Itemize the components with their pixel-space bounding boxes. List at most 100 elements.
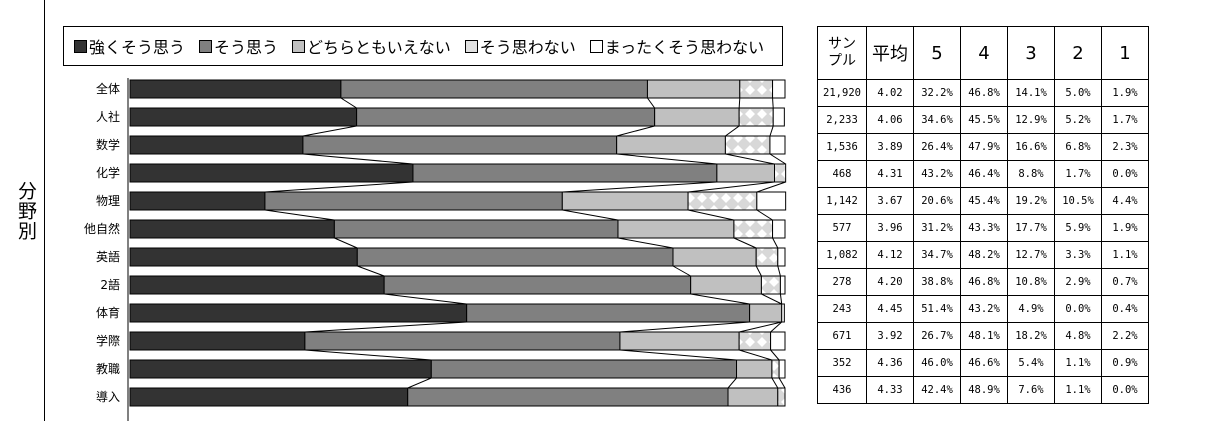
- series-line: [334, 237, 358, 249]
- table-cell: 4.33: [866, 376, 914, 404]
- table-cell: 47.9%: [960, 133, 1008, 161]
- category-label: 物理: [96, 194, 120, 208]
- table-cell: 1.7%: [1101, 106, 1149, 134]
- legend-swatch: [464, 39, 478, 53]
- bar-segment: [129, 107, 358, 127]
- bar-segment: [412, 163, 718, 183]
- table-cell: 436: [817, 376, 867, 404]
- side-label-frame: [8, 0, 45, 421]
- series-line: [769, 153, 786, 165]
- table-cell: 5.9%: [1054, 214, 1102, 242]
- category-label: 人社: [96, 109, 120, 124]
- category-label: 導入: [96, 390, 120, 404]
- bar-segment: [772, 219, 786, 239]
- table-cell: 0.0%: [1054, 295, 1102, 323]
- legend-swatch: [74, 39, 87, 53]
- category-label: 2語: [100, 277, 120, 292]
- table-row: 1,142 3.67 20.6% 45.4% 19.2% 10.5% 4.4%: [817, 187, 1149, 215]
- series-line: [407, 377, 432, 389]
- series-line: [562, 181, 717, 193]
- legend-swatch: [589, 39, 603, 53]
- legend-item: そう思わない: [464, 34, 576, 58]
- series-line: [304, 349, 432, 361]
- table-cell: 4.45: [866, 295, 914, 323]
- table-cell: 19.2%: [1007, 187, 1055, 215]
- bar-segment: [129, 191, 266, 211]
- table-cell: 1.1%: [1101, 241, 1149, 269]
- table-cell: 43.3%: [960, 214, 1008, 242]
- bar-segment: [733, 219, 774, 239]
- series-line: [771, 377, 779, 389]
- table-header-cell: 5: [913, 26, 961, 80]
- category-label: 他自然: [84, 221, 120, 236]
- table-cell: 8.8%: [1007, 160, 1055, 188]
- data-table: サン プル 平均 5 4 3 2 1 21,920 4.02 32.2% 46.8% 14.1% 5.0…: [817, 26, 1149, 404]
- bar-segment: [129, 219, 335, 239]
- bar-segment: [430, 359, 738, 379]
- category-label: 英語: [96, 249, 120, 264]
- bar-segment: [760, 275, 781, 295]
- legend-item: 強くそう思う: [74, 34, 185, 58]
- table-cell: 4.12: [866, 241, 914, 269]
- bar-segment: [356, 247, 674, 267]
- bar-segment: [716, 163, 776, 183]
- bar-segment: [755, 247, 779, 267]
- table-cell: 17.7%: [1007, 214, 1055, 242]
- table-header-cell: 2: [1054, 26, 1102, 80]
- legend-item: まったくそう思わない: [589, 34, 764, 58]
- bar-segment: [781, 303, 785, 323]
- category-label: 体育: [96, 305, 120, 320]
- table-cell: 1,082: [817, 241, 867, 269]
- table-cell: 1,142: [817, 187, 867, 215]
- table-cell: 6.8%: [1054, 133, 1102, 161]
- bar-segment: [304, 331, 621, 351]
- bar-segment: [383, 275, 692, 295]
- legend-label: そう思わない: [479, 38, 576, 57]
- bar-segment: [129, 275, 385, 295]
- table-cell: 4.06: [866, 106, 914, 134]
- table-row: 436 4.33 42.4% 48.9% 7.6% 1.1% 0.0%: [817, 376, 1149, 404]
- table-row: 243 4.45 51.4% 43.2% 4.9% 0.0% 0.4%: [817, 295, 1149, 323]
- table-cell: 0.0%: [1101, 160, 1149, 188]
- series-line: [756, 209, 773, 221]
- series-line: [738, 97, 741, 109]
- table-cell: 2,233: [817, 106, 867, 134]
- table-cell: 4.31: [866, 160, 914, 188]
- table-cell: 4.8%: [1054, 322, 1102, 350]
- table-row: 468 4.31 43.2% 46.4% 8.8% 1.7% 0.0%: [817, 160, 1149, 188]
- category-label: 化学: [96, 165, 120, 180]
- table-cell: 3.3%: [1054, 241, 1102, 269]
- bar-segment: [774, 163, 787, 183]
- table-cell: 5.2%: [1054, 106, 1102, 134]
- series-line: [733, 237, 757, 249]
- bar-segment: [727, 387, 779, 407]
- bar-segment: [407, 387, 729, 407]
- table-cell: 32.2%: [913, 79, 961, 107]
- bar-segment: [778, 359, 786, 379]
- bar-segment: [777, 387, 786, 407]
- bar-segment: [749, 303, 783, 323]
- series-line: [562, 209, 619, 221]
- series-line: [777, 265, 781, 277]
- bar-segment: [736, 359, 773, 379]
- bar-segment: [724, 135, 771, 155]
- series-line: [770, 349, 780, 361]
- table-cell: 21,920: [817, 79, 867, 107]
- table-cell: 3.89: [866, 133, 914, 161]
- bar-segment: [772, 79, 786, 99]
- series-line: [727, 377, 737, 389]
- series-line: [779, 293, 783, 305]
- table-cell: 26.7%: [913, 322, 961, 350]
- table-cell: 51.4%: [913, 295, 961, 323]
- table-header-cell: サン プル: [817, 26, 867, 80]
- bar-segment: [771, 359, 780, 379]
- table-header-cell: 4: [960, 26, 1008, 80]
- series-line: [340, 97, 357, 109]
- series-line: [761, 293, 782, 305]
- bar-segment: [617, 219, 735, 239]
- series-line: [725, 153, 775, 165]
- bar-segment: [779, 275, 786, 295]
- table-cell: 34.7%: [913, 241, 961, 269]
- table-cell: 3.92: [866, 322, 914, 350]
